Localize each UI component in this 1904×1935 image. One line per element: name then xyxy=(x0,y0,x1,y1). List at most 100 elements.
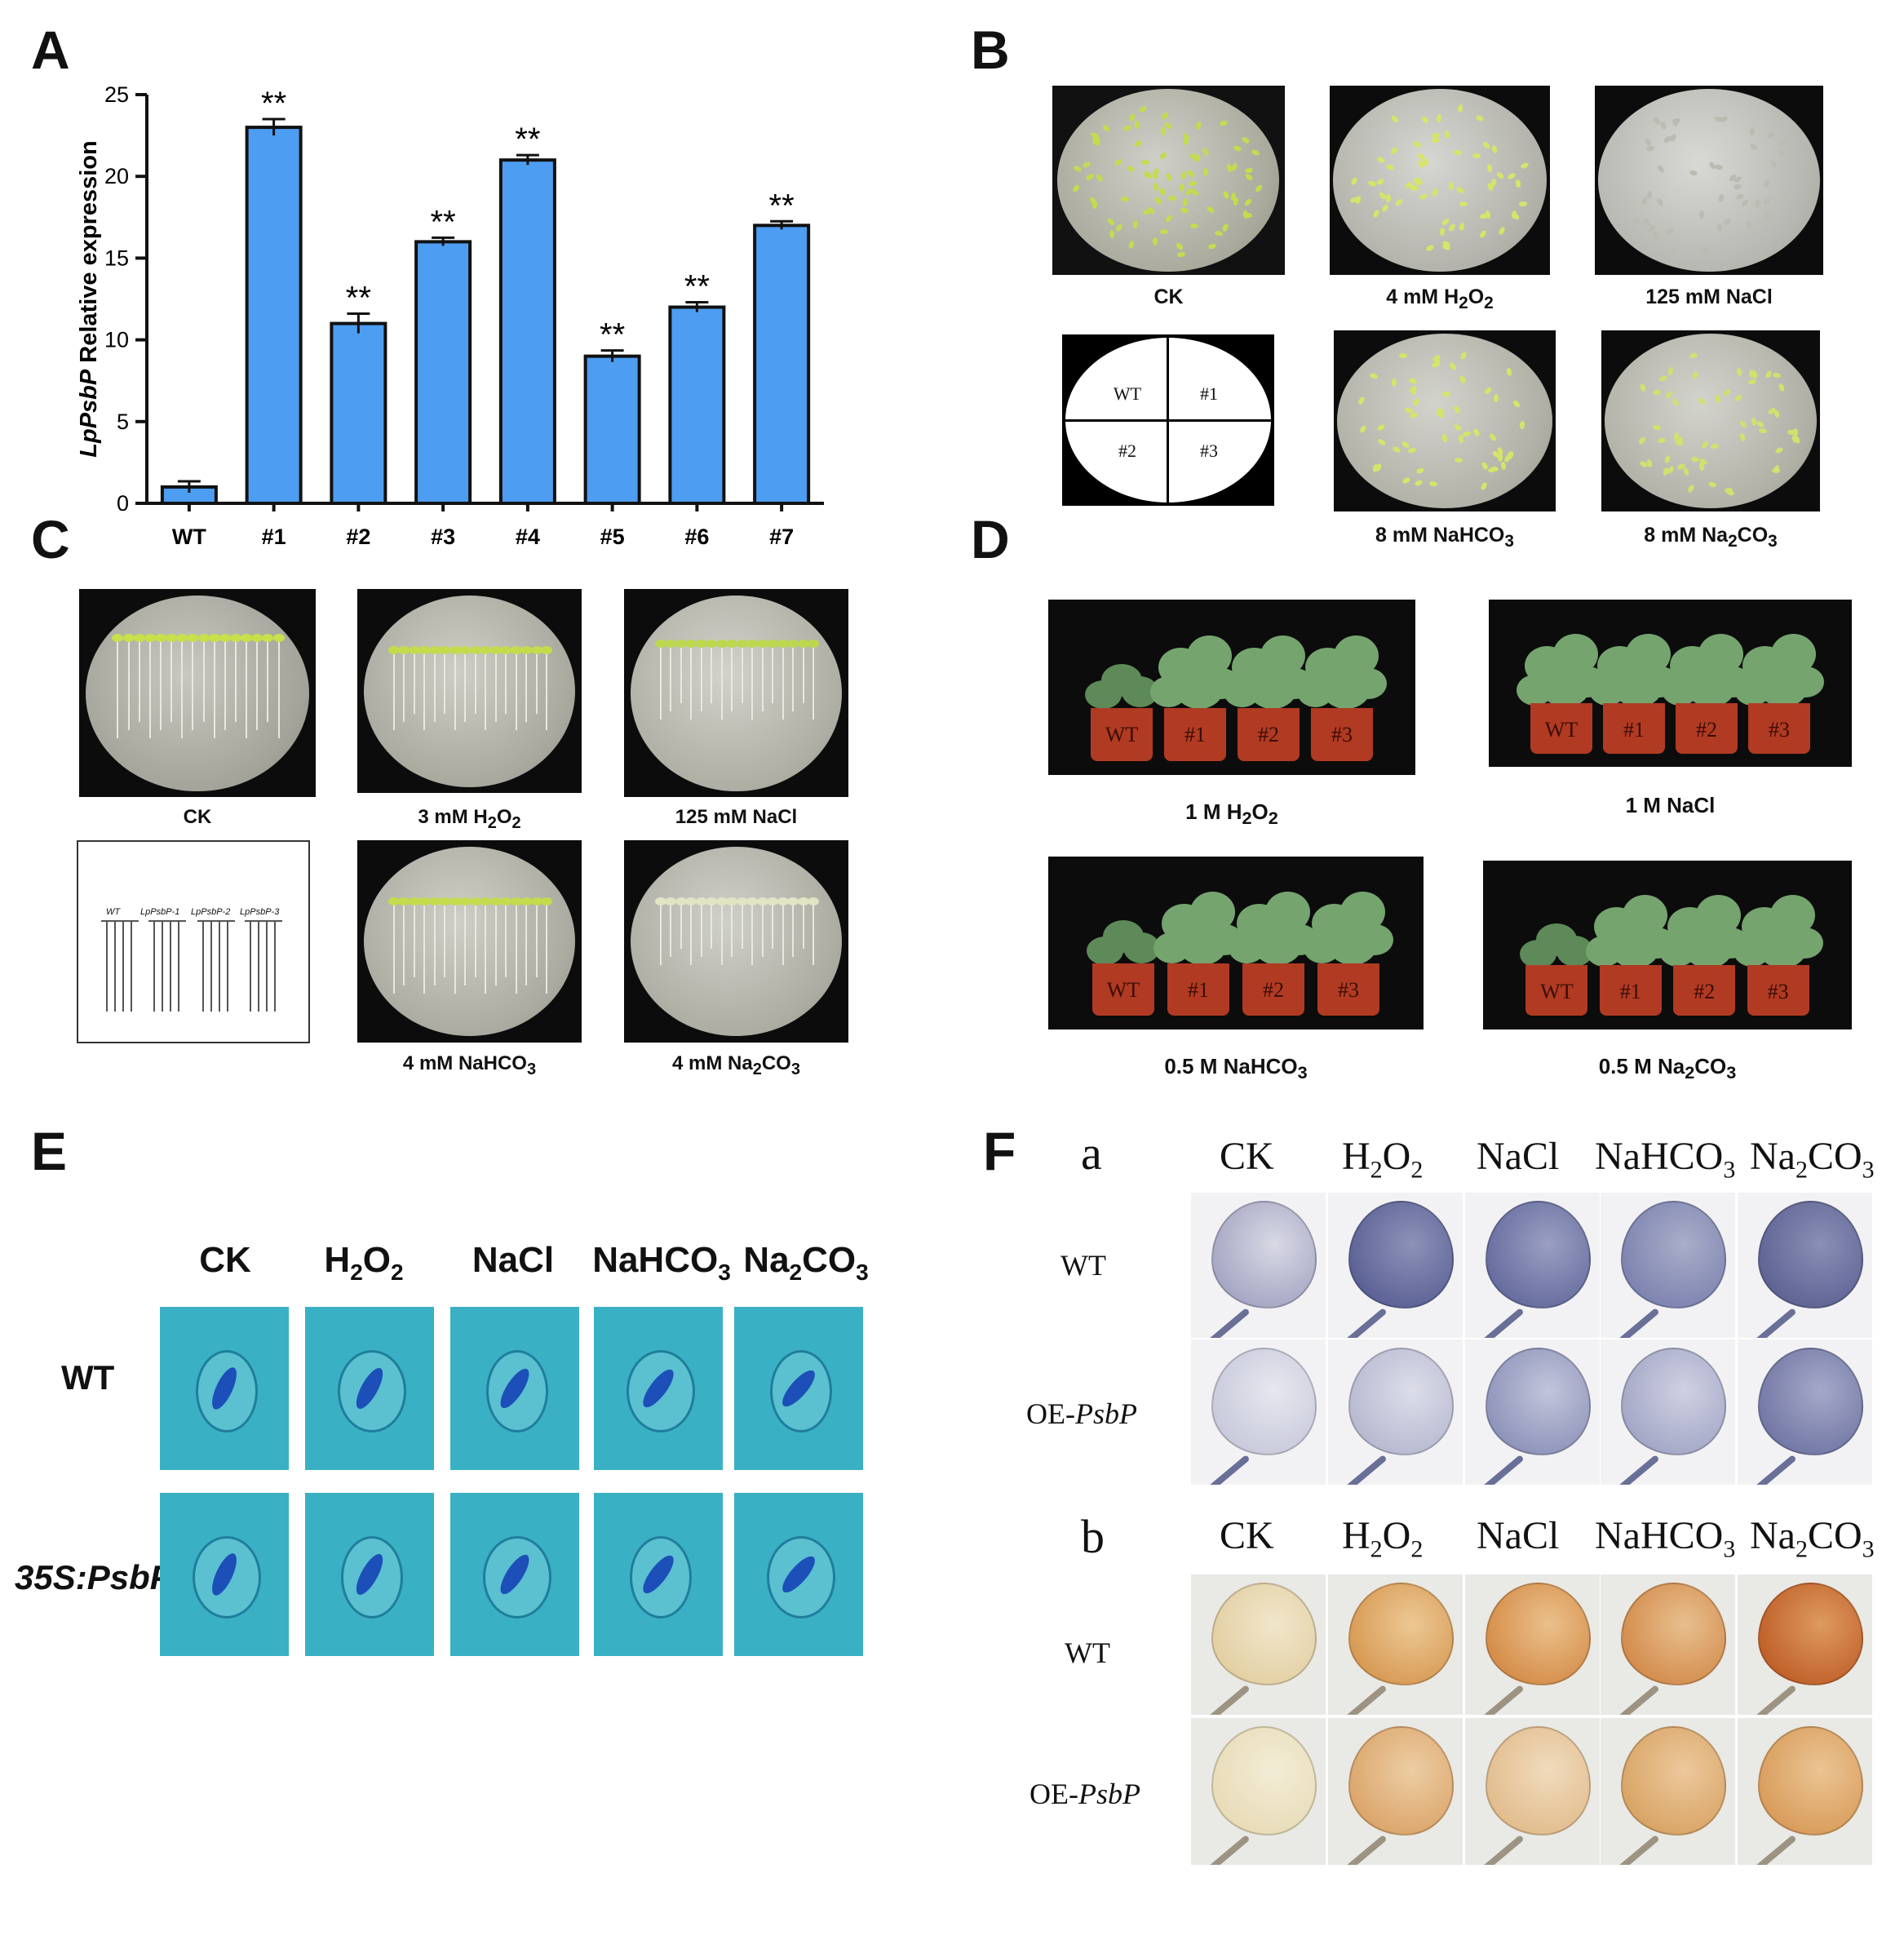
pot-label: #2 xyxy=(1263,978,1284,1003)
cotyledon xyxy=(767,640,779,648)
x-tick-label: #4 xyxy=(516,525,540,549)
petiole xyxy=(1476,1454,1525,1485)
cotyledon xyxy=(208,634,220,642)
flower-pot: WT xyxy=(1530,703,1592,754)
stained-leaf-photo xyxy=(1191,1574,1326,1715)
flower-pot: #2 xyxy=(1238,708,1300,761)
root xyxy=(690,646,693,720)
leaf xyxy=(1758,1348,1863,1455)
root xyxy=(802,646,804,703)
panel-label-c: C xyxy=(31,509,70,569)
sub-label-b: b xyxy=(1081,1510,1105,1563)
leaf xyxy=(1486,1201,1591,1308)
col-h2o2: H2O2 xyxy=(324,1240,404,1285)
root xyxy=(535,653,538,714)
root-line xyxy=(210,922,212,1012)
petiole xyxy=(1748,1454,1797,1485)
significance-label: ** xyxy=(684,269,710,305)
layout-label-1: #1 xyxy=(1200,383,1218,404)
y-tick-label: 20 xyxy=(104,164,129,188)
petiole xyxy=(1202,1454,1251,1485)
leaf xyxy=(1621,1348,1726,1455)
root xyxy=(246,640,248,738)
significance-label: ** xyxy=(515,122,540,157)
cotyledon xyxy=(675,640,687,648)
root xyxy=(711,904,713,949)
seedling-plate-na2co3-photo xyxy=(624,840,848,1043)
root xyxy=(525,904,528,985)
flower-pot: WT xyxy=(1525,965,1588,1016)
root xyxy=(159,640,162,730)
f-b-row-wt: WT xyxy=(1065,1636,1110,1669)
cotyledon xyxy=(489,897,502,906)
cotyledon xyxy=(469,897,481,906)
root xyxy=(267,640,269,722)
root xyxy=(761,646,764,711)
root-line xyxy=(227,922,228,1012)
cotyledon xyxy=(449,897,461,906)
stained-leaf-photo xyxy=(1328,1339,1463,1485)
plants-na2co3-photo: WT #1 #2 #3 xyxy=(1483,861,1852,1029)
col-nacl: NaCl xyxy=(472,1240,555,1280)
cotyledon xyxy=(808,897,819,906)
root xyxy=(277,640,280,738)
cotyledon xyxy=(230,634,241,642)
stained-leaf-photo xyxy=(1601,1193,1735,1338)
root xyxy=(782,646,784,720)
cotyledon xyxy=(808,640,819,648)
leaf xyxy=(1758,1726,1863,1835)
root xyxy=(720,904,723,965)
x-tick-label: #1 xyxy=(262,525,286,549)
plate-layout-diagram: WT #1 #2 #3 xyxy=(1062,334,1274,506)
pot-label: #2 xyxy=(1694,980,1716,1004)
cotyledon xyxy=(715,640,728,648)
col-nahco3: NaHCO3 xyxy=(1595,1514,1736,1563)
panel-label-e: E xyxy=(31,1121,68,1181)
plant-foliage xyxy=(1224,631,1313,728)
caption-b-ck: CK xyxy=(1153,286,1184,308)
root xyxy=(660,904,662,965)
col-ck: CK xyxy=(1220,1135,1274,1178)
f-a-row-oe: OE-PsbP xyxy=(1026,1397,1137,1430)
significance-label: ** xyxy=(769,188,795,224)
flower-pot: #3 xyxy=(1748,703,1810,754)
root-line xyxy=(202,922,204,1012)
plants-nacl-photo: WT #1 #2 #3 xyxy=(1489,600,1852,767)
cotyledon xyxy=(388,897,400,906)
cotyledon xyxy=(272,634,285,642)
dab-column-headers: CK H2O2 NaCl NaHCO3 Na2CO3 xyxy=(1191,1513,1893,1563)
stained-leaf-photo xyxy=(1738,1339,1872,1485)
cotyledon xyxy=(541,646,552,654)
caption-b-nahco3: 8 mM NaHCO3 xyxy=(1375,524,1514,551)
root xyxy=(546,653,547,730)
stained-leaf-photo xyxy=(1465,1718,1600,1865)
plant-foliage xyxy=(1585,891,1676,984)
root xyxy=(670,646,672,711)
cotyledon xyxy=(428,646,441,654)
leaf xyxy=(1621,1583,1726,1685)
cotyledon xyxy=(767,897,779,906)
layout-label-wt: WT xyxy=(106,907,121,917)
root xyxy=(485,904,487,994)
cotyledon xyxy=(746,640,759,648)
leaf xyxy=(1486,1726,1591,1835)
petri-dish xyxy=(1605,334,1817,508)
petiole xyxy=(1611,1684,1660,1715)
root xyxy=(772,904,774,949)
cotyledon xyxy=(530,646,542,654)
plant-foliage xyxy=(1512,891,1601,984)
y-tick-label: 5 xyxy=(117,410,129,434)
leaf xyxy=(1211,1201,1317,1308)
cotyledon xyxy=(685,897,697,906)
row-35s-psbp: 35S:PsbP xyxy=(15,1558,173,1596)
root xyxy=(680,904,682,949)
caption-c-na2co3: 4 mM Na2CO3 xyxy=(672,1052,800,1078)
cotyledon xyxy=(510,897,522,906)
stomata-micrograph xyxy=(450,1493,579,1656)
pot-label: #2 xyxy=(1258,723,1279,747)
cotyledon xyxy=(787,897,799,906)
petiole xyxy=(1611,1834,1660,1865)
pot-label: #3 xyxy=(1767,980,1789,1004)
cotyledon xyxy=(756,897,768,906)
root xyxy=(731,904,733,957)
